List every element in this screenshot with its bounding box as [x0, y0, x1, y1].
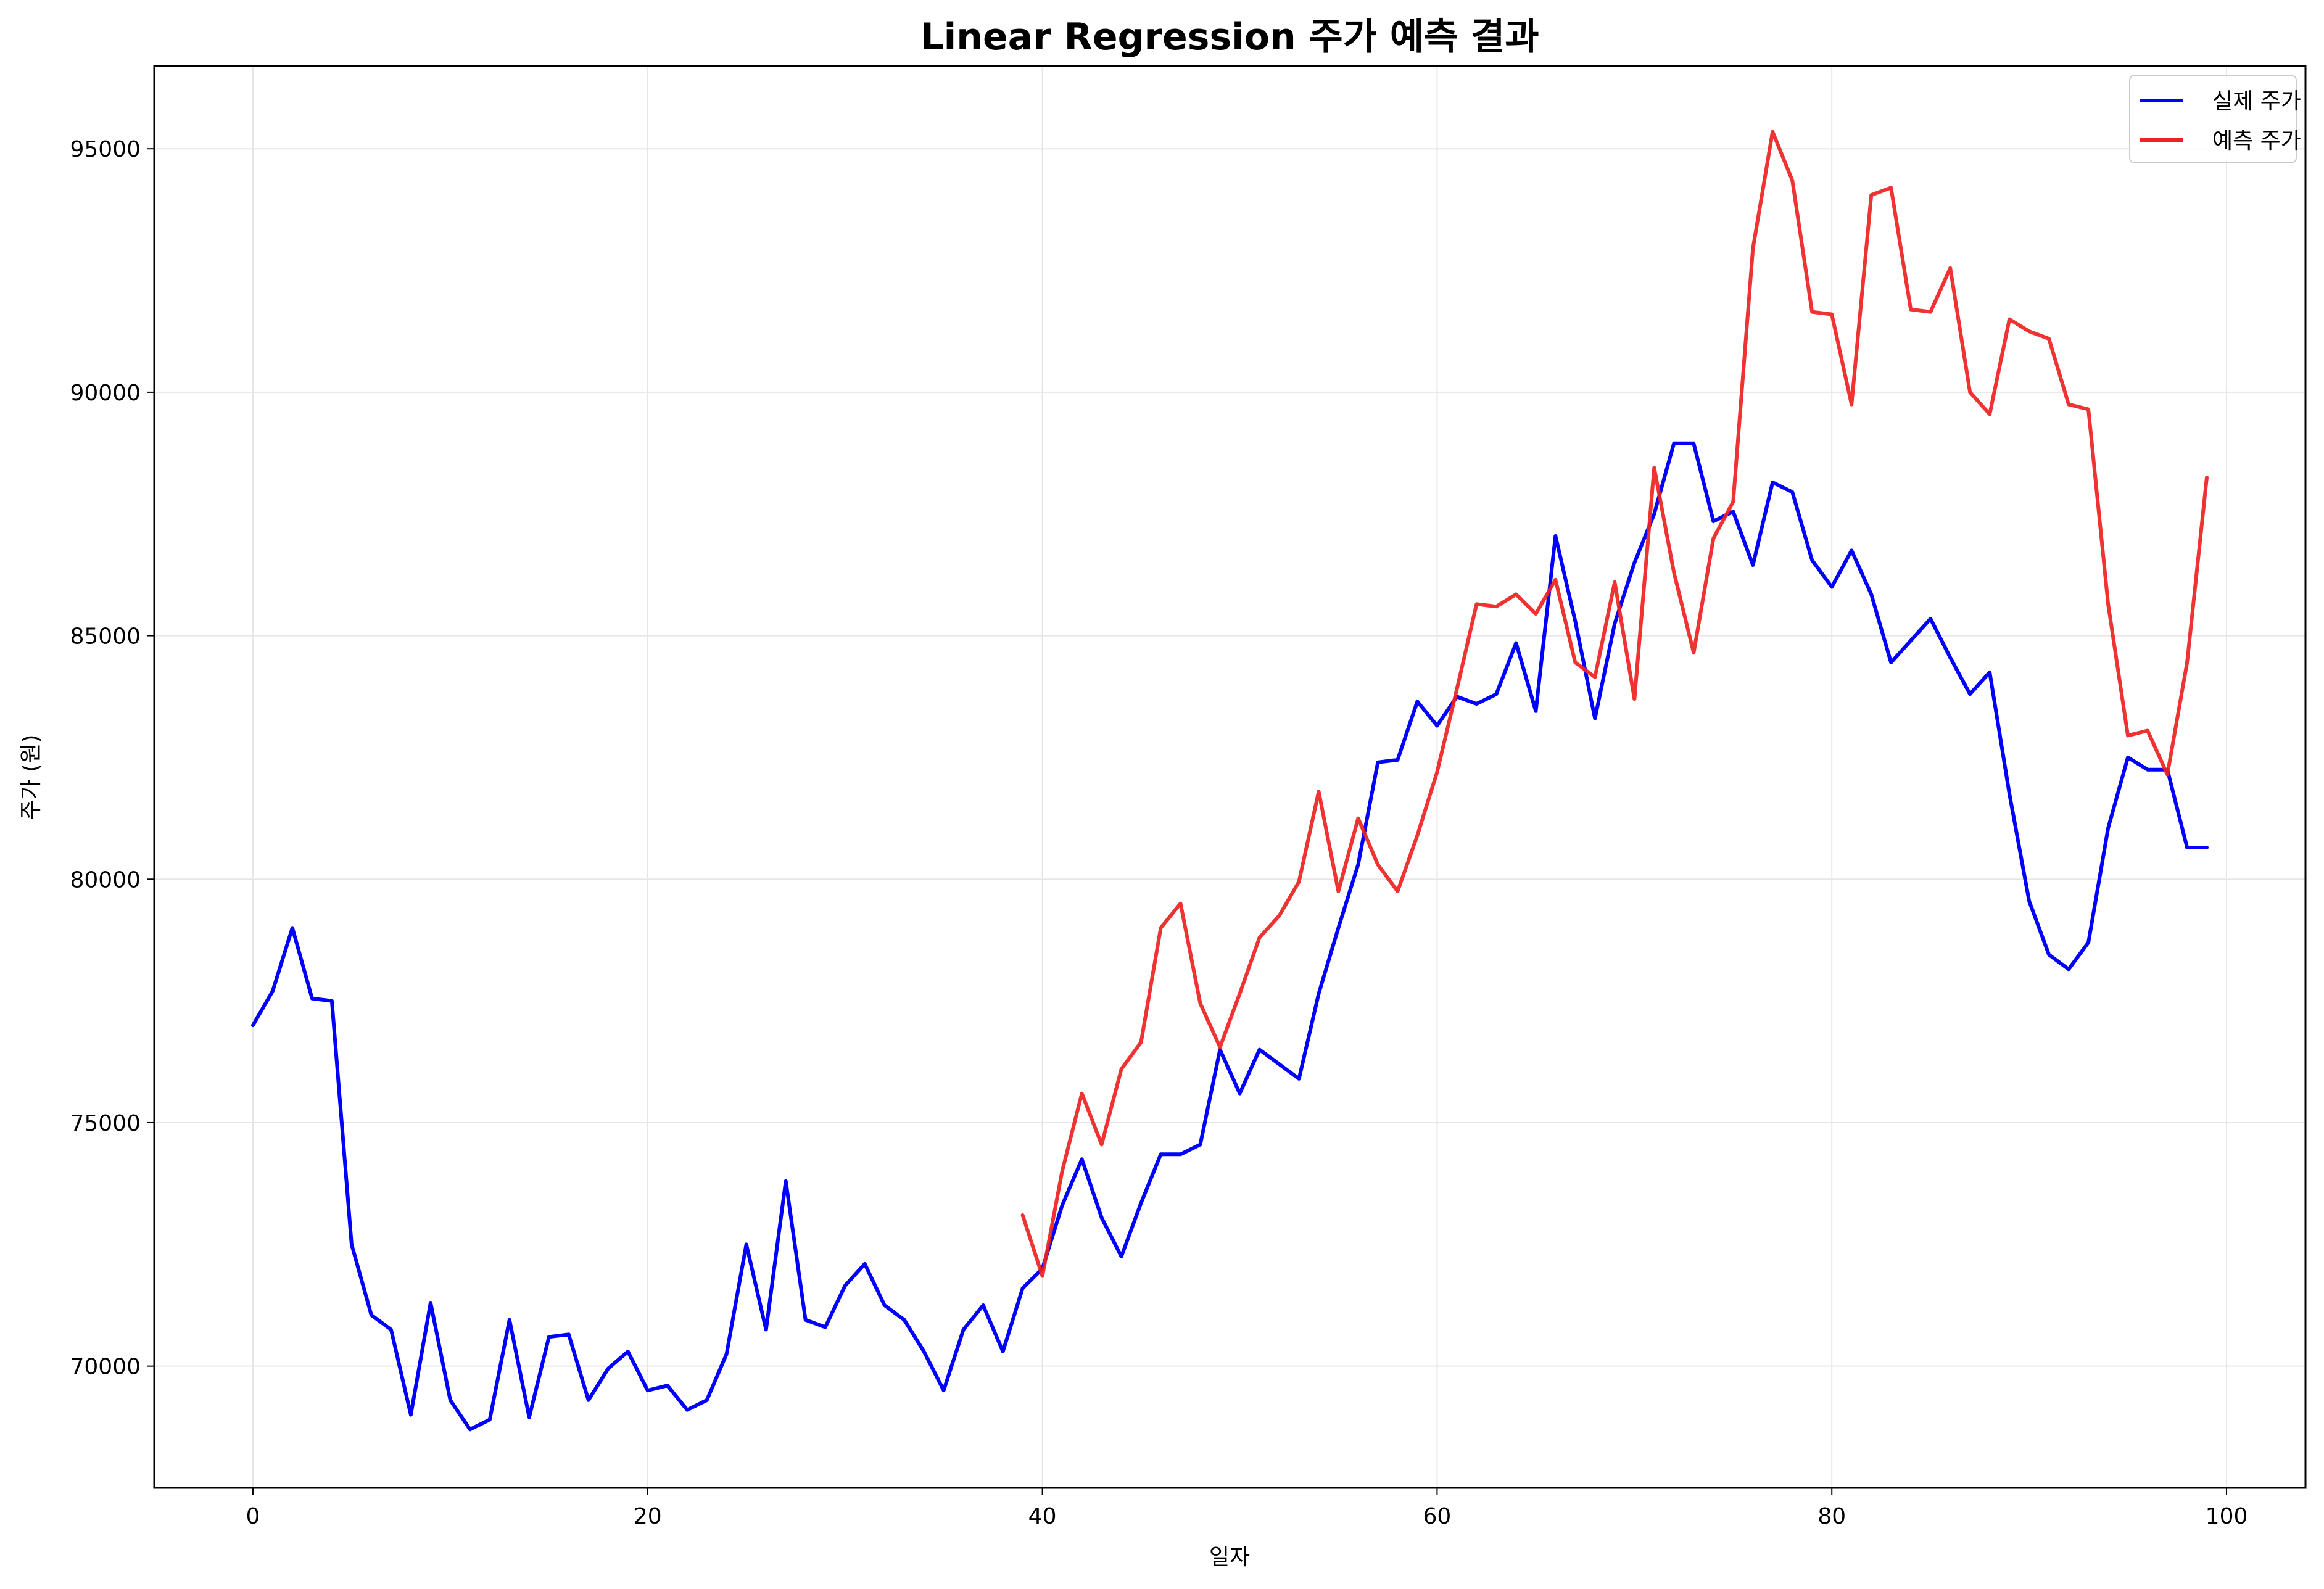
y-tick-label: 80000	[70, 867, 141, 893]
y-tick-label: 90000	[70, 381, 141, 406]
axis-ticks: 0 20 40 60 80 100 70000 75000 80000 85000 90000 950…	[70, 137, 2247, 1529]
y-tick-label: 95000	[70, 137, 141, 162]
grid-lines	[154, 66, 2305, 1488]
y-tick-label: 75000	[70, 1111, 141, 1136]
x-tick-label: 100	[2206, 1504, 2248, 1529]
x-tick-label: 0	[246, 1504, 260, 1529]
legend-label-predicted: 예측 주가	[2212, 128, 2301, 154]
legend: 실제 주가 예측 주가	[2129, 75, 2301, 163]
x-tick-label: 20	[634, 1504, 662, 1529]
y-tick-label: 70000	[70, 1355, 141, 1380]
x-tick-label: 40	[1028, 1504, 1057, 1529]
chart-title: Linear Regression 주가 예측 결과	[920, 15, 1539, 59]
y-axis-label: 주가 (원)	[19, 735, 44, 820]
x-axis-label: 일자	[1209, 1545, 1250, 1570]
x-tick-label: 60	[1423, 1504, 1451, 1529]
series-lines	[251, 130, 2209, 1432]
series-line-predicted	[1020, 130, 2209, 1278]
legend-label-actual: 실제 주가	[2212, 89, 2301, 114]
plot-area-frame	[153, 65, 2307, 1489]
series-line-actual	[251, 441, 2209, 1432]
y-tick-label: 85000	[70, 624, 141, 650]
x-tick-label: 80	[1817, 1504, 1846, 1529]
